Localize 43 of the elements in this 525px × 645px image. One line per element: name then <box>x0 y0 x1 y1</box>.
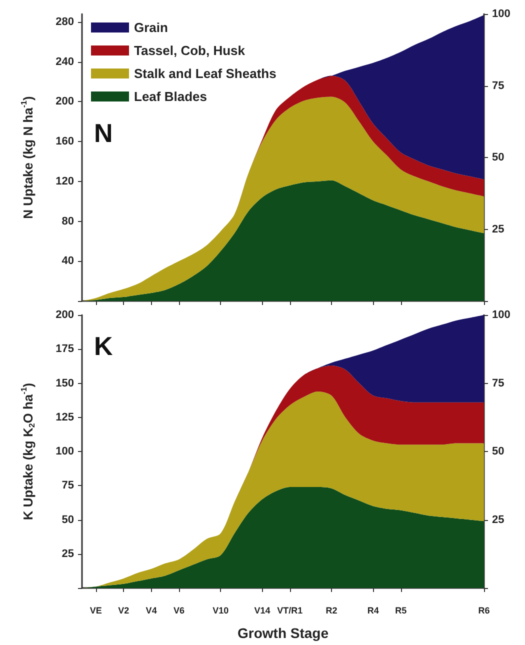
y-tick-label: 75 <box>62 480 74 492</box>
y2-tick-label: 100 <box>492 309 510 321</box>
y-tick-label: 100 <box>56 446 74 458</box>
y-tick-label: 200 <box>56 309 74 321</box>
x-tick-label: VE <box>90 606 102 616</box>
y-tick-label: 80 <box>62 215 74 228</box>
x-tick-label: VT/R1 <box>277 606 303 616</box>
y2-tick-label: 50 <box>492 152 504 164</box>
x-tick-label: R4 <box>367 606 379 616</box>
y2-tick-label: 25 <box>492 223 504 236</box>
y-axis-title: N Uptake (kg N ha-1) <box>20 96 36 219</box>
x-tick-label: R5 <box>395 606 407 616</box>
x-tick-label: V4 <box>146 606 157 616</box>
legend-label: Grain <box>134 20 168 35</box>
y-tick-label: 150 <box>56 377 74 390</box>
x-tick-label: V2 <box>118 606 130 616</box>
y2-tick-label: 75 <box>492 377 504 390</box>
x-tick-label: V10 <box>212 606 229 616</box>
y-tick-label: 200 <box>56 96 74 108</box>
y-tick-label: 120 <box>56 175 74 188</box>
x-tick-label: V14 <box>254 606 270 616</box>
y-tick-label: 40 <box>62 255 74 268</box>
y-tick-label: 25 <box>62 548 74 560</box>
y-tick-label: 240 <box>56 56 74 68</box>
y2-tick-label: 25 <box>492 514 504 526</box>
y2-tick-label: 75 <box>492 80 504 92</box>
y-tick-label: 50 <box>62 514 74 526</box>
annotation: K <box>94 331 113 361</box>
y2-tick-label: 100 <box>492 8 510 20</box>
legend-label: Tassel, Cob, Husk <box>134 43 246 58</box>
x-tick-label: R6 <box>478 606 490 616</box>
y-tick-label: 160 <box>56 136 74 148</box>
y-tick-label: 125 <box>56 411 74 424</box>
annotation: N <box>94 118 113 148</box>
x-tick-label: V6 <box>174 606 185 616</box>
y2-tick-label: 50 <box>492 446 504 458</box>
x-tick-label: R2 <box>326 606 338 616</box>
legend-label: Leaf Blades <box>134 89 207 104</box>
legend-label: Stalk and Leaf Sheaths <box>134 66 276 81</box>
y-tick-label: 175 <box>56 343 74 356</box>
y-axis-title: K Uptake (kg K2O ha-1) <box>20 382 36 520</box>
y-tick-label: 280 <box>56 16 74 28</box>
x-axis-title: Growth Stage <box>237 625 329 641</box>
